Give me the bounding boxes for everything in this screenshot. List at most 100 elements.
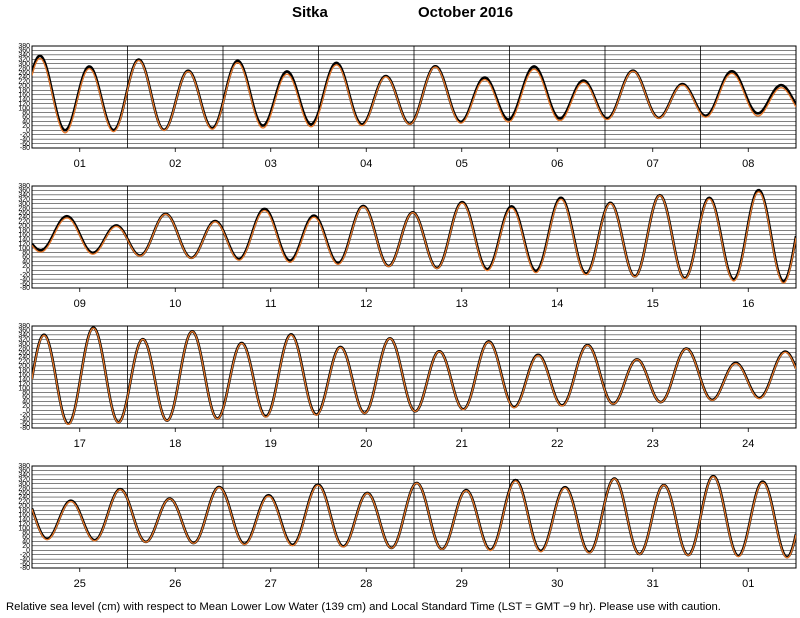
y-tick-label: 240 — [18, 74, 30, 81]
y-tick-label: -80 — [20, 145, 30, 152]
y-tick-label: 120 — [18, 381, 30, 388]
y-tick-label: 280 — [18, 485, 30, 492]
y-tick-label: 40 — [22, 399, 30, 406]
y-tick-label: 80 — [22, 530, 30, 537]
y-tick-label: 320 — [18, 337, 30, 344]
day-label: 27 — [265, 578, 277, 590]
day-label: 10 — [169, 298, 181, 310]
y-tick-label: 40 — [22, 539, 30, 546]
y-tick-label: 0 — [26, 267, 30, 274]
y-tick-label: -20 — [20, 552, 30, 559]
day-label: 01 — [742, 578, 754, 590]
y-tick-label: 300 — [18, 61, 30, 68]
y-tick-label: 380 — [18, 323, 30, 330]
day-label: 20 — [360, 438, 372, 450]
station-title: Sitka — [292, 4, 328, 21]
y-tick-label: 80 — [22, 390, 30, 397]
y-tick-label: 320 — [18, 197, 30, 204]
chart-footnote: Relative sea level (cm) with respect to … — [6, 601, 721, 613]
y-tick-label: -40 — [20, 136, 30, 143]
y-tick-label: 100 — [18, 385, 30, 392]
y-tick-label: 260 — [18, 490, 30, 497]
y-tick-label: 20 — [22, 263, 30, 270]
y-tick-label: 80 — [22, 250, 30, 257]
panel-frame — [31, 45, 797, 149]
y-tick-label: 60 — [22, 534, 30, 541]
y-tick-label: 180 — [18, 508, 30, 515]
y-tick-label: 0 — [26, 407, 30, 414]
y-tick-label: 300 — [18, 201, 30, 208]
day-label: 17 — [74, 438, 86, 450]
day-label: 16 — [742, 298, 754, 310]
y-tick-label: 220 — [18, 359, 30, 366]
y-tick-label: 260 — [18, 70, 30, 77]
y-tick-label: 60 — [22, 394, 30, 401]
y-tick-label: 100 — [18, 245, 30, 252]
y-tick-label: 200 — [18, 503, 30, 510]
y-tick-label: 280 — [18, 205, 30, 212]
day-label: 28 — [360, 578, 372, 590]
y-tick-label: 140 — [18, 376, 30, 383]
y-tick-label: 200 — [18, 223, 30, 230]
y-tick-label: 160 — [18, 92, 30, 99]
y-tick-label: -40 — [20, 276, 30, 283]
predicted-line — [32, 476, 796, 559]
day-label: 07 — [647, 158, 659, 170]
y-tick-label: -20 — [20, 132, 30, 139]
y-tick-label: 100 — [18, 105, 30, 112]
day-label: 04 — [360, 158, 372, 170]
y-tick-label: 280 — [18, 65, 30, 72]
tide-panel: 3803603403203002802602402202001801601401… — [18, 43, 797, 170]
y-tick-label: 40 — [22, 259, 30, 266]
y-tick-label: 380 — [18, 183, 30, 190]
y-tick-label: 340 — [18, 52, 30, 59]
y-tick-label: 340 — [18, 332, 30, 339]
day-label: 05 — [456, 158, 468, 170]
predicted-line — [32, 191, 796, 284]
day-label: 03 — [265, 158, 277, 170]
day-label: 21 — [456, 438, 468, 450]
y-tick-label: 140 — [18, 236, 30, 243]
y-tick-label: 0 — [26, 127, 30, 134]
y-tick-label: 140 — [18, 96, 30, 103]
day-label: 26 — [169, 578, 181, 590]
y-tick-label: -60 — [20, 561, 30, 568]
tide-panel: 3803603403203002802602402202001801601401… — [18, 183, 797, 310]
y-tick-label: 120 — [18, 101, 30, 108]
y-tick-label: 260 — [18, 350, 30, 357]
day-label: 06 — [551, 158, 563, 170]
day-label: 01 — [74, 158, 86, 170]
y-tick-label: 360 — [18, 328, 30, 335]
panel-frame — [31, 465, 797, 569]
day-label: 02 — [169, 158, 181, 170]
day-label: 22 — [551, 438, 563, 450]
y-tick-label: 160 — [18, 512, 30, 519]
y-tick-label: -60 — [20, 281, 30, 288]
day-label: 18 — [169, 438, 181, 450]
y-tick-label: -80 — [20, 565, 30, 572]
y-tick-label: -20 — [20, 272, 30, 279]
y-tick-label: 180 — [18, 368, 30, 375]
y-tick-label: 180 — [18, 228, 30, 235]
y-tick-label: 20 — [22, 543, 30, 550]
y-tick-label: -20 — [20, 412, 30, 419]
y-tick-label: 360 — [18, 468, 30, 475]
y-tick-label: 340 — [18, 472, 30, 479]
y-tick-label: 0 — [26, 547, 30, 554]
predicted-line — [32, 57, 796, 134]
day-label: 08 — [742, 158, 754, 170]
day-label: 24 — [742, 438, 754, 450]
y-tick-label: 200 — [18, 363, 30, 370]
day-label: 23 — [647, 438, 659, 450]
predicted-line — [32, 327, 796, 426]
y-tick-label: 360 — [18, 48, 30, 55]
y-tick-label: 240 — [18, 494, 30, 501]
y-tick-label: -80 — [20, 425, 30, 432]
y-tick-label: 320 — [18, 477, 30, 484]
day-label: 11 — [265, 298, 276, 310]
y-tick-label: 120 — [18, 521, 30, 528]
y-tick-label: 40 — [22, 119, 30, 126]
y-tick-label: 140 — [18, 516, 30, 523]
y-tick-label: 320 — [18, 57, 30, 64]
